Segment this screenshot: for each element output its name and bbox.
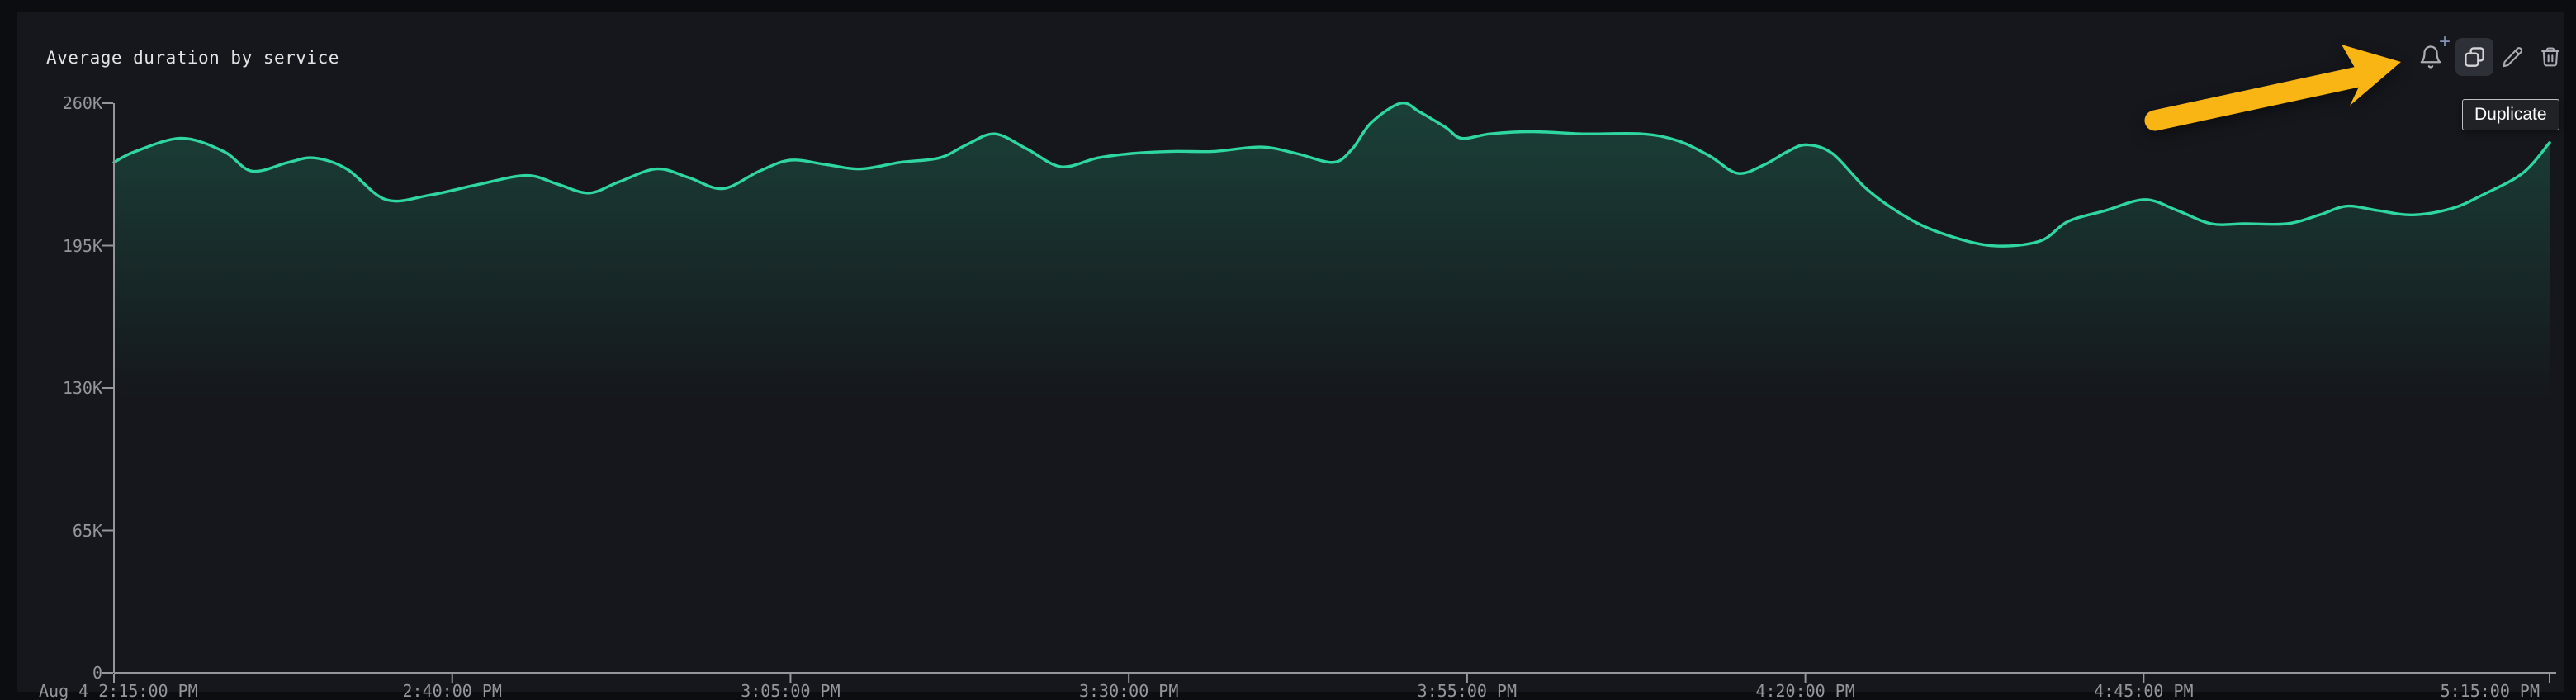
duplicate-tooltip: Duplicate (2462, 99, 2559, 130)
pencil-icon (2503, 47, 2523, 68)
series-line (112, 101, 2551, 248)
bell-icon (2420, 45, 2441, 69)
chart-panel: Average duration by service 0 65K 130K 195K… (17, 12, 2566, 700)
delete-button[interactable] (2535, 38, 2566, 76)
axis-tick-marks (102, 102, 2550, 683)
series-area-fill (114, 102, 2550, 673)
x-axis-label: 3:55:00 PM (1417, 681, 1518, 700)
duplicate-button[interactable] (2455, 38, 2493, 76)
create-alert-button[interactable]: + (2416, 32, 2451, 76)
plus-icon: + (2438, 31, 2451, 53)
x-axis-label: 3:05:00 PM (741, 681, 841, 700)
y-axis-label: 260K (62, 93, 102, 113)
x-axis-label: 4:20:00 PM (1755, 681, 1855, 700)
y-axis-label: 65K (72, 520, 102, 541)
x-axis-label: 3:30:00 PM (1078, 681, 1179, 700)
x-axis-label: 4:45:00 PM (2094, 681, 2194, 700)
edit-button[interactable] (2497, 38, 2528, 76)
y-axis-label: 195K (62, 235, 102, 256)
duration-line-chart[interactable] (17, 12, 2576, 700)
x-axis-label: 2:40:00 PM (402, 681, 502, 700)
y-axis-label: 130K (62, 378, 102, 398)
panel-title: Average duration by service (46, 48, 339, 68)
trash-icon (2541, 47, 2559, 67)
y-axis-label: 0 (92, 663, 102, 683)
x-axis-label: Aug 4 2:15:00 PM (39, 681, 198, 700)
x-axis-label: 5:15:00 PM (2440, 681, 2540, 700)
duplicate-icon (2465, 47, 2484, 67)
panel-toolbar: + (2416, 32, 2566, 77)
